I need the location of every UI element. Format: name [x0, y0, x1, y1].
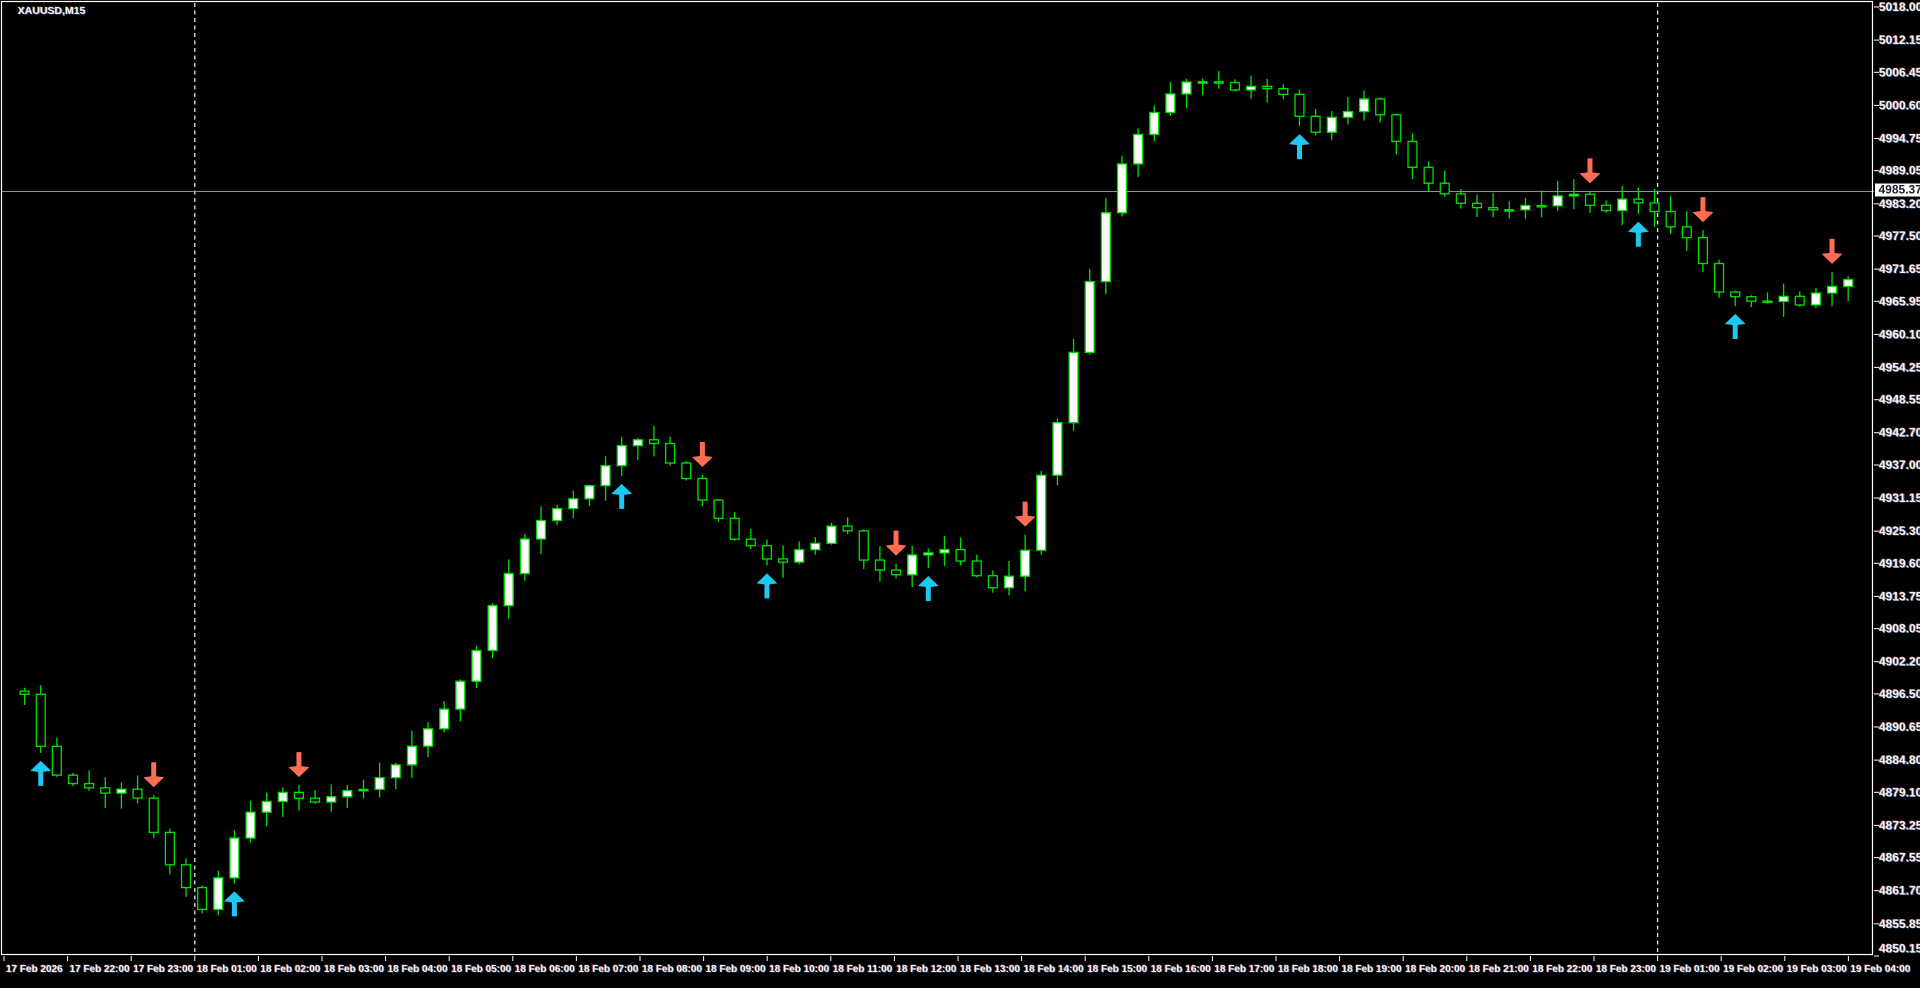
svg-text:18 Feb 05:00: 18 Feb 05:00	[451, 964, 511, 975]
svg-text:4873.25: 4873.25	[1879, 818, 1920, 832]
svg-text:4925.30: 4925.30	[1879, 524, 1920, 538]
svg-text:XAUUSD,M15: XAUUSD,M15	[18, 5, 86, 17]
svg-text:18 Feb 11:00: 18 Feb 11:00	[833, 964, 893, 975]
svg-text:18 Feb 03:00: 18 Feb 03:00	[324, 964, 384, 975]
svg-text:19 Feb 03:00: 19 Feb 03:00	[1787, 964, 1847, 975]
svg-text:4890.65: 4890.65	[1879, 720, 1920, 734]
svg-text:5012.15: 5012.15	[1879, 33, 1920, 47]
svg-text:4913.75: 4913.75	[1879, 589, 1920, 603]
svg-text:18 Feb 02:00: 18 Feb 02:00	[260, 964, 320, 975]
svg-text:4902.20: 4902.20	[1879, 655, 1920, 669]
svg-text:4983.20: 4983.20	[1879, 197, 1920, 211]
svg-text:18 Feb 20:00: 18 Feb 20:00	[1405, 964, 1465, 975]
svg-text:4867.55: 4867.55	[1879, 851, 1920, 865]
svg-text:4908.05: 4908.05	[1879, 622, 1920, 636]
svg-text:18 Feb 10:00: 18 Feb 10:00	[769, 964, 829, 975]
svg-text:4942.70: 4942.70	[1879, 426, 1920, 440]
svg-text:4855.85: 4855.85	[1879, 917, 1920, 931]
svg-text:5000.60: 5000.60	[1879, 98, 1920, 112]
svg-text:4850.15: 4850.15	[1879, 942, 1920, 956]
svg-text:4937.00: 4937.00	[1879, 458, 1920, 472]
svg-text:4879.10: 4879.10	[1879, 785, 1920, 799]
svg-text:18 Feb 04:00: 18 Feb 04:00	[388, 964, 448, 975]
svg-text:17 Feb 23:00: 17 Feb 23:00	[133, 964, 193, 975]
svg-text:18 Feb 16:00: 18 Feb 16:00	[1151, 964, 1211, 975]
svg-text:4954.25: 4954.25	[1879, 360, 1920, 374]
svg-text:19 Feb 01:00: 19 Feb 01:00	[1660, 964, 1720, 975]
svg-text:18 Feb 12:00: 18 Feb 12:00	[896, 964, 956, 975]
svg-text:18 Feb 06:00: 18 Feb 06:00	[515, 964, 575, 975]
svg-text:4948.55: 4948.55	[1879, 393, 1920, 407]
svg-text:18 Feb 07:00: 18 Feb 07:00	[578, 964, 638, 975]
svg-text:4896.50: 4896.50	[1879, 687, 1920, 701]
svg-text:4989.05: 4989.05	[1879, 164, 1920, 178]
svg-text:4884.80: 4884.80	[1879, 753, 1920, 767]
svg-text:4919.60: 4919.60	[1879, 556, 1920, 570]
svg-text:18 Feb 15:00: 18 Feb 15:00	[1087, 964, 1147, 975]
svg-text:4971.65: 4971.65	[1879, 262, 1920, 276]
svg-text:4861.70: 4861.70	[1879, 884, 1920, 898]
svg-text:18 Feb 22:00: 18 Feb 22:00	[1532, 964, 1592, 975]
svg-text:4985.37: 4985.37	[1879, 183, 1920, 197]
svg-text:18 Feb 19:00: 18 Feb 19:00	[1342, 964, 1402, 975]
svg-text:4965.95: 4965.95	[1879, 294, 1920, 308]
svg-text:17 Feb 22:00: 17 Feb 22:00	[70, 964, 130, 975]
svg-text:18 Feb 08:00: 18 Feb 08:00	[642, 964, 702, 975]
svg-text:18 Feb 21:00: 18 Feb 21:00	[1469, 964, 1529, 975]
svg-text:18 Feb 23:00: 18 Feb 23:00	[1596, 964, 1656, 975]
svg-text:5006.45: 5006.45	[1879, 65, 1920, 79]
svg-text:18 Feb 17:00: 18 Feb 17:00	[1214, 964, 1274, 975]
svg-text:4960.10: 4960.10	[1879, 327, 1920, 341]
svg-text:5018.00: 5018.00	[1879, 0, 1920, 14]
svg-text:19 Feb 04:00: 19 Feb 04:00	[1850, 964, 1910, 975]
svg-text:17 Feb 2026: 17 Feb 2026	[6, 964, 63, 975]
svg-text:4931.15: 4931.15	[1879, 491, 1920, 505]
svg-text:18 Feb 09:00: 18 Feb 09:00	[706, 964, 766, 975]
svg-text:19 Feb 02:00: 19 Feb 02:00	[1723, 964, 1783, 975]
svg-text:18 Feb 14:00: 18 Feb 14:00	[1024, 964, 1084, 975]
svg-text:18 Feb 01:00: 18 Feb 01:00	[197, 964, 257, 975]
svg-text:4994.75: 4994.75	[1879, 132, 1920, 146]
svg-text:4977.50: 4977.50	[1879, 229, 1920, 243]
svg-text:18 Feb 13:00: 18 Feb 13:00	[960, 964, 1020, 975]
svg-text:18 Feb 18:00: 18 Feb 18:00	[1278, 964, 1338, 975]
